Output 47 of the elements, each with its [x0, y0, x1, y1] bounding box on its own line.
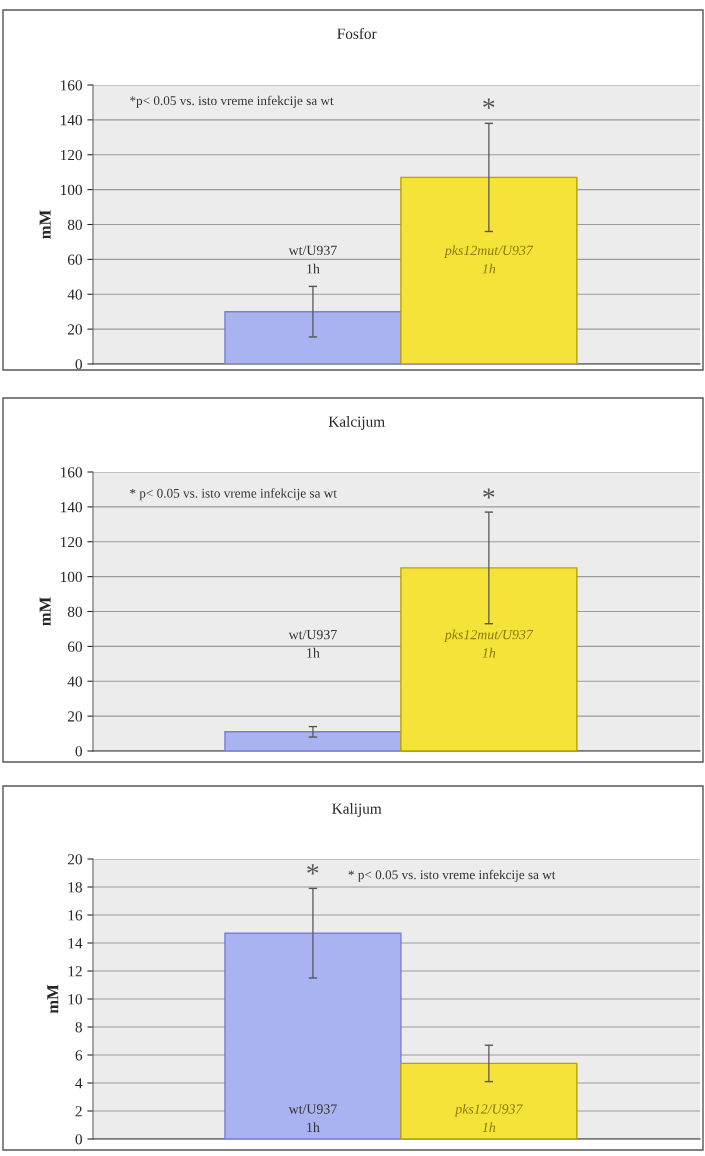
y-tick-label: 80	[67, 606, 82, 617]
y-tick-label: 4	[75, 1078, 83, 1089]
y-axis-title: mM	[39, 210, 51, 239]
y-tick-label: 18	[68, 882, 82, 893]
x-tick-label: pks12mut/U937 1h	[444, 245, 534, 274]
annotation: * p< 0.05 vs. isto vreme infekcije sa wt	[348, 869, 556, 882]
y-tick-label: 20	[67, 711, 82, 722]
y-tick-label: 40	[67, 289, 82, 300]
y-tick-label: 12	[68, 966, 82, 977]
y-tick-label: 14	[68, 938, 83, 949]
y-tick-label: 140	[61, 502, 82, 513]
y-tick-label: 20	[67, 324, 82, 335]
y-tick-label: 6	[75, 1050, 83, 1061]
y-tick-label: 160	[61, 80, 82, 91]
x-tick-label: wt/U937 1h	[288, 1104, 337, 1132]
annotation: *	[483, 488, 495, 499]
y-tick-label: 2	[75, 1106, 82, 1117]
y-tick-label: 120	[61, 149, 82, 161]
x-tick-label: pks12/U937 1h	[454, 1103, 523, 1132]
y-tick-label: 60	[67, 254, 82, 265]
y-tick-label: 10	[68, 994, 82, 1005]
y-tick-label: 20	[67, 854, 82, 865]
y-tick-label: 160	[61, 467, 82, 478]
annotation: *	[307, 864, 319, 875]
x-tick-label: pks12mut/U937 1h	[444, 629, 534, 658]
y-tick-label: 100	[61, 571, 82, 583]
y-tick-label: 80	[67, 219, 82, 230]
y-tick-label: 0	[75, 746, 82, 757]
y-tick-label: 120	[61, 536, 82, 548]
y-tick-label: 8	[75, 1022, 82, 1033]
annotation: *	[483, 98, 495, 109]
x-tick-label: wt/U937 1h	[288, 245, 337, 274]
y-tick-label: 0	[75, 1134, 82, 1145]
annotation: *p< 0.05 vs. isto vreme infekcije sa wt	[130, 95, 334, 108]
y-tick-label: 140	[61, 115, 82, 126]
y-tick-label: 40	[67, 676, 82, 687]
y-tick-label: 100	[61, 184, 82, 196]
x-tick-label: wt/U937 1h	[288, 629, 337, 658]
y-tick-label: 60	[67, 641, 82, 652]
y-axis-title: mM	[39, 597, 51, 626]
y-tick-label: 0	[75, 359, 82, 370]
y-axis-title: mM	[47, 984, 59, 1014]
chart-title: Kalijum	[332, 803, 382, 817]
y-tick-label: 16	[68, 910, 83, 921]
chart-title: Kalcijum	[328, 416, 385, 430]
annotation: * p< 0.05 vs. isto vreme infekcije sa wt	[130, 488, 337, 501]
chart-title: Fosfor	[337, 27, 377, 39]
